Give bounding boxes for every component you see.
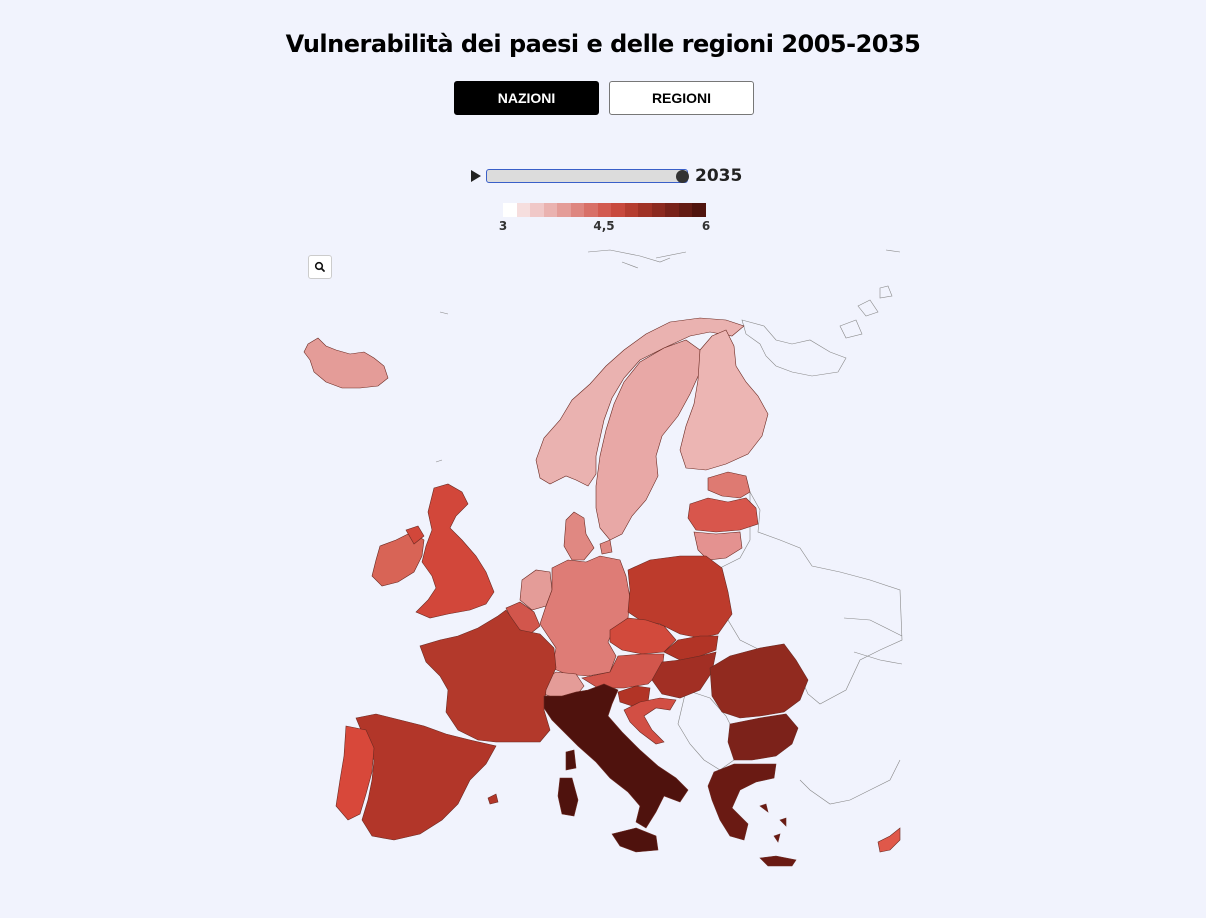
country-lithuania[interactable] (693, 531, 743, 561)
country-latvia[interactable] (687, 497, 759, 533)
country-estonia[interactable] (707, 471, 751, 499)
country-france[interactable] (419, 609, 557, 743)
page-title: Vulnerabilità dei paesi e delle regioni … (285, 30, 921, 58)
search-icon (314, 261, 325, 272)
country-czechia[interactable] (609, 617, 677, 655)
country-ireland[interactable] (371, 531, 425, 587)
zoom-button[interactable] (308, 255, 332, 279)
year-slider-handle[interactable] (676, 170, 689, 183)
legend-min-label: 3 (498, 219, 508, 233)
play-icon[interactable] (471, 170, 481, 182)
legend-swatch (638, 203, 652, 217)
country-poland[interactable] (627, 555, 733, 639)
country-greece[interactable] (707, 763, 797, 867)
nations-toggle-button[interactable]: NAZIONI (454, 81, 599, 115)
legend-swatch (570, 203, 585, 217)
country-uk[interactable] (405, 483, 495, 619)
country-romania[interactable] (709, 643, 809, 719)
legend-max-label: 6 (701, 219, 711, 233)
legend-swatch (692, 203, 706, 217)
country-sweden[interactable] (595, 339, 701, 541)
country-norway[interactable] (535, 317, 745, 487)
legend-swatch (665, 203, 679, 217)
legend-swatch (678, 203, 693, 217)
legend-mid-label: 4,5 (593, 219, 615, 233)
legend-swatch (597, 203, 612, 217)
country-cyprus[interactable] (877, 827, 901, 853)
legend-swatch (530, 203, 544, 217)
country-germany[interactable] (539, 555, 631, 677)
legend-swatch (624, 203, 639, 217)
country-hungary[interactable] (651, 651, 717, 699)
europe-map (303, 249, 903, 867)
country-portugal[interactable] (335, 725, 375, 821)
year-slider[interactable] (486, 169, 688, 183)
legend-swatch (611, 203, 625, 217)
country-finland[interactable] (679, 329, 769, 471)
country-denmark[interactable] (563, 511, 613, 561)
year-label: 2035 (695, 166, 743, 186)
country-italy[interactable] (543, 683, 689, 853)
legend-swatch (543, 203, 558, 217)
color-legend (503, 203, 706, 217)
country-bulgaria[interactable] (727, 713, 799, 761)
regions-toggle-button[interactable]: REGIONI (609, 81, 754, 115)
legend-swatch (651, 203, 666, 217)
country-croatia[interactable] (623, 697, 677, 745)
country-iceland[interactable] (303, 337, 389, 389)
country-spain[interactable] (355, 713, 499, 841)
legend-swatch (516, 203, 531, 217)
legend-swatch (557, 203, 571, 217)
legend-swatch (584, 203, 598, 217)
legend-swatch (503, 203, 517, 217)
